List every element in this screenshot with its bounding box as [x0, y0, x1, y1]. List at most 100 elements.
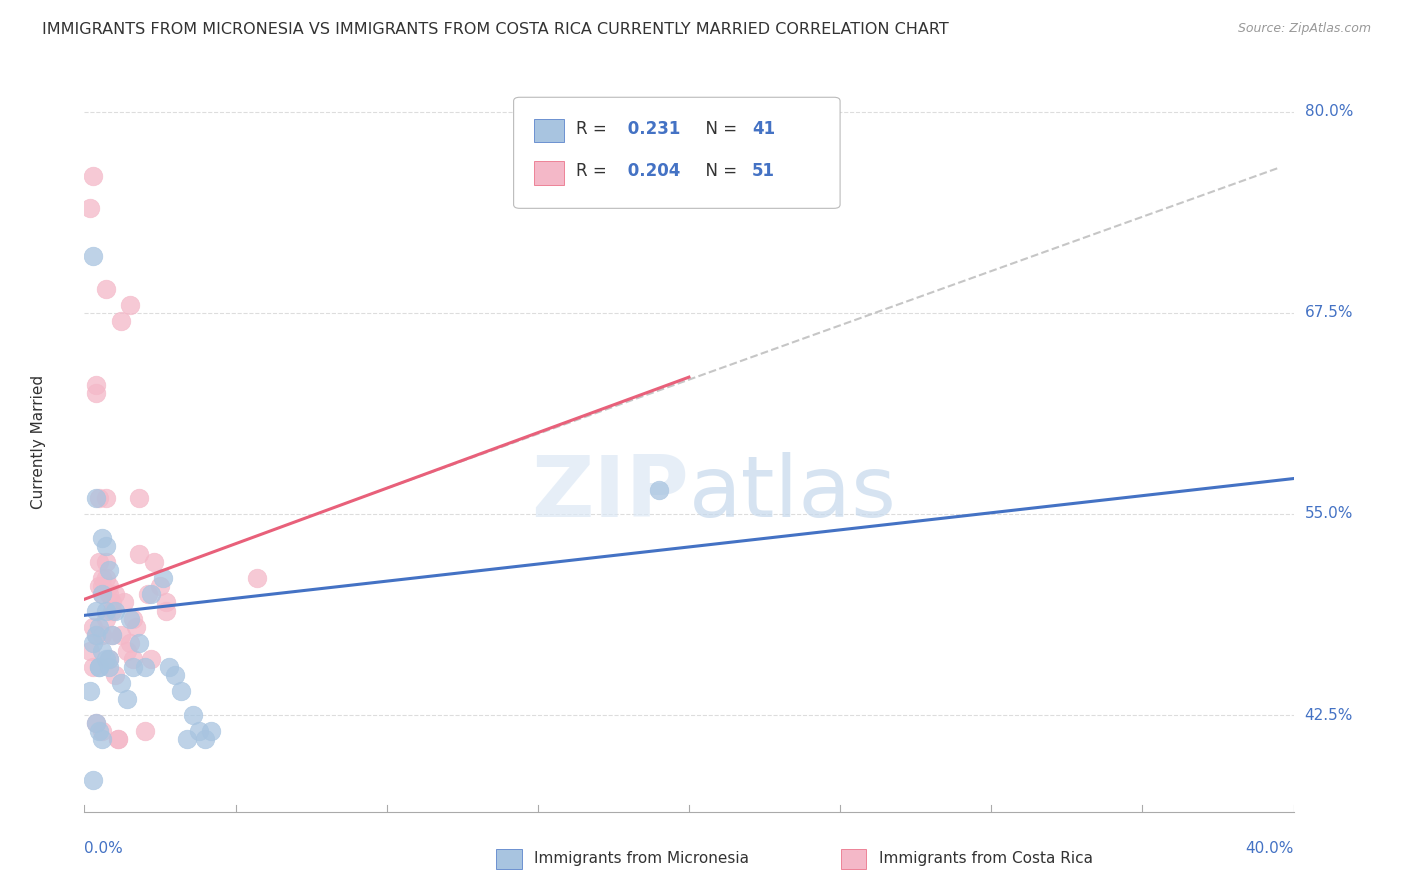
- Point: [89, 555, 111, 569]
- Point: [82, 619, 104, 633]
- Point: [136, 587, 159, 601]
- Point: [100, 628, 122, 642]
- Point: [82, 660, 104, 674]
- Point: [94, 611, 117, 625]
- Point: [94, 555, 117, 569]
- Point: [100, 603, 122, 617]
- Point: [86, 628, 108, 642]
- Point: [82, 772, 104, 787]
- Text: R =: R =: [576, 162, 613, 180]
- Point: [97, 563, 120, 577]
- Text: 80.0%: 80.0%: [1305, 104, 1353, 120]
- Point: [94, 571, 117, 585]
- Point: [86, 628, 108, 642]
- Point: [104, 587, 127, 601]
- Bar: [534, 119, 564, 143]
- Point: [142, 555, 165, 569]
- Point: [110, 628, 132, 642]
- Point: [188, 724, 211, 739]
- Text: Immigrants from Micronesia: Immigrants from Micronesia: [534, 851, 749, 865]
- Text: atlas: atlas: [689, 452, 897, 535]
- Point: [110, 676, 132, 690]
- Point: [104, 668, 127, 682]
- Point: [91, 579, 114, 593]
- Point: [91, 628, 114, 642]
- Point: [89, 660, 111, 674]
- Point: [176, 732, 198, 747]
- Text: 42.5%: 42.5%: [1305, 707, 1353, 723]
- Point: [128, 547, 150, 561]
- Point: [91, 531, 114, 545]
- Text: 67.5%: 67.5%: [1305, 305, 1353, 320]
- Point: [155, 595, 177, 609]
- Point: [89, 724, 111, 739]
- Point: [97, 660, 120, 674]
- Text: 0.0%: 0.0%: [84, 840, 124, 855]
- Text: 55.0%: 55.0%: [1305, 507, 1353, 522]
- Point: [112, 595, 135, 609]
- Point: [139, 587, 162, 601]
- Text: R =: R =: [576, 120, 613, 138]
- Text: 41: 41: [752, 120, 775, 138]
- Point: [100, 595, 122, 609]
- Point: [121, 611, 143, 625]
- Point: [82, 169, 104, 183]
- Point: [246, 571, 269, 585]
- Text: N =: N =: [695, 162, 742, 180]
- Point: [94, 603, 117, 617]
- Point: [86, 603, 108, 617]
- Point: [86, 716, 108, 731]
- Point: [97, 587, 120, 601]
- Text: 40.0%: 40.0%: [1246, 840, 1294, 855]
- Point: [86, 716, 108, 731]
- Point: [181, 708, 204, 723]
- Point: [165, 668, 187, 682]
- Point: [89, 660, 111, 674]
- Point: [118, 636, 141, 650]
- Point: [107, 732, 129, 747]
- Point: [86, 491, 108, 505]
- Point: [97, 579, 120, 593]
- Text: N =: N =: [695, 120, 742, 138]
- Point: [79, 684, 101, 698]
- Text: Currently Married: Currently Married: [31, 375, 46, 508]
- Text: IMMIGRANTS FROM MICRONESIA VS IMMIGRANTS FROM COSTA RICA CURRENTLY MARRIED CORRE: IMMIGRANTS FROM MICRONESIA VS IMMIGRANTS…: [42, 22, 949, 37]
- Point: [118, 611, 141, 625]
- Point: [86, 378, 108, 392]
- Point: [134, 660, 156, 674]
- Point: [152, 571, 174, 585]
- Text: 0.204: 0.204: [623, 162, 681, 180]
- Point: [89, 491, 111, 505]
- Point: [107, 732, 129, 747]
- Point: [648, 483, 671, 497]
- Point: [94, 652, 117, 666]
- Point: [170, 684, 193, 698]
- Text: Immigrants from Costa Rica: Immigrants from Costa Rica: [879, 851, 1092, 865]
- Point: [82, 250, 104, 264]
- Point: [110, 314, 132, 328]
- Point: [139, 652, 162, 666]
- Point: [91, 644, 114, 658]
- Point: [118, 298, 141, 312]
- Point: [91, 724, 114, 739]
- Point: [128, 636, 150, 650]
- Point: [86, 386, 108, 401]
- Point: [121, 660, 143, 674]
- Point: [91, 587, 114, 601]
- Point: [128, 491, 150, 505]
- Point: [104, 603, 127, 617]
- Text: 0.231: 0.231: [623, 120, 681, 138]
- Text: ZIP: ZIP: [531, 452, 689, 535]
- Point: [97, 652, 120, 666]
- Point: [115, 644, 138, 658]
- Text: 51: 51: [752, 162, 775, 180]
- Point: [115, 692, 138, 706]
- Point: [79, 201, 101, 215]
- Text: Source: ZipAtlas.com: Source: ZipAtlas.com: [1237, 22, 1371, 36]
- Point: [82, 636, 104, 650]
- Bar: [534, 161, 564, 185]
- Point: [94, 539, 117, 553]
- Point: [89, 579, 111, 593]
- Point: [121, 652, 143, 666]
- Point: [91, 587, 114, 601]
